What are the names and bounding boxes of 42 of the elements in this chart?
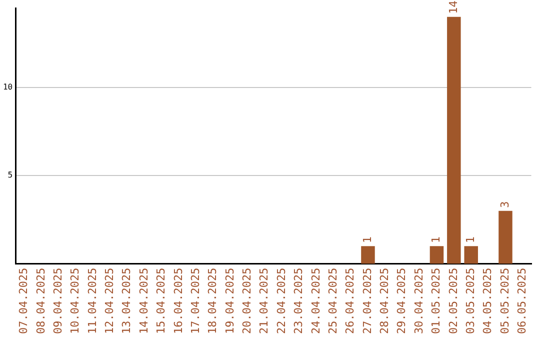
data-label: 1: [360, 236, 374, 244]
data-label: 14: [446, 0, 460, 14]
x-tick-label: 24.04.2025: [309, 268, 322, 334]
x-tick-label: 10.04.2025: [68, 268, 82, 334]
data-label: 1: [464, 236, 477, 244]
x-tick-label: 20.04.2025: [240, 268, 254, 334]
x-tick-label: 16.04.2025: [172, 268, 185, 334]
x-tick-label: 03.05.2025: [464, 268, 477, 334]
x-tick-label: 23.04.2025: [292, 268, 306, 334]
x-tick-label: 18.04.2025: [206, 268, 220, 334]
x-tick-label: 26.04.2025: [344, 268, 357, 334]
y-tick-label: 5: [8, 170, 13, 180]
x-tick-label: 21.04.2025: [258, 268, 271, 334]
x-tick-label: 27.04.2025: [360, 268, 374, 334]
data-label: 3: [498, 201, 512, 208]
x-tick-label: 06.05.2025: [516, 268, 529, 334]
y-tick-label: 10: [2, 82, 13, 92]
x-tick-label: 01.05.2025: [430, 268, 443, 334]
x-tick-label: 12.04.2025: [103, 268, 116, 334]
x-tick-label: 17.04.2025: [188, 268, 202, 334]
bar: [498, 210, 512, 264]
bar: [430, 246, 444, 264]
bar: [464, 246, 478, 264]
x-tick-label: 08.04.2025: [34, 268, 48, 334]
x-tick-label: 07.04.2025: [17, 268, 30, 334]
bar: [447, 16, 461, 264]
data-label: 1: [430, 236, 443, 244]
x-tick-label: 02.05.2025: [446, 268, 460, 334]
bar: [361, 246, 375, 264]
x-tick-label: 04.05.2025: [481, 268, 494, 334]
x-tick-label: 05.05.2025: [498, 268, 512, 334]
x-tick-label: 19.04.2025: [223, 268, 236, 334]
x-tick-label: 13.04.2025: [120, 268, 134, 334]
x-tick-label: 29.04.2025: [395, 268, 408, 334]
x-tick-label: 25.04.2025: [326, 268, 340, 334]
x-tick-label: 28.04.2025: [378, 268, 392, 334]
x-tick-label: 22.04.2025: [274, 268, 288, 334]
x-tick-label: 11.04.2025: [86, 268, 99, 334]
x-tick-label: 09.04.2025: [51, 268, 64, 334]
x-tick-label: 14.04.2025: [137, 268, 150, 334]
x-tick-label: 15.04.2025: [154, 268, 168, 334]
x-tick-label: 30.04.2025: [412, 268, 426, 334]
